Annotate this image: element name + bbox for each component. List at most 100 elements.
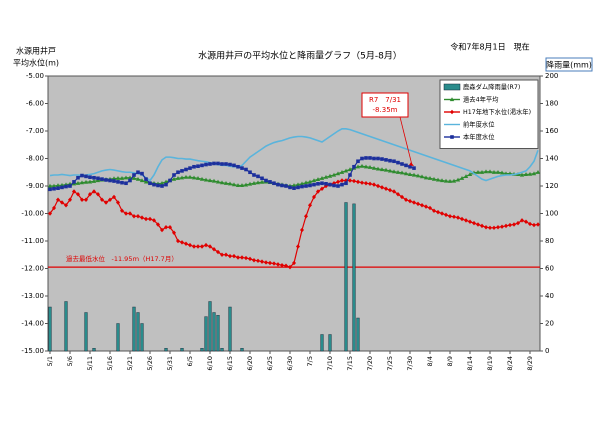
marker bbox=[499, 170, 505, 175]
marker bbox=[120, 208, 124, 213]
x-tick-label: 5/31 bbox=[166, 356, 174, 371]
marker bbox=[476, 222, 480, 227]
x-tick-label: 5/1 bbox=[46, 356, 54, 366]
marker bbox=[240, 255, 244, 260]
marker bbox=[56, 197, 60, 202]
y2-axis-title: 降雨量(mm) bbox=[546, 60, 592, 70]
x-tick-label: 6/30 bbox=[286, 356, 294, 371]
marker bbox=[535, 169, 541, 174]
marker bbox=[348, 178, 352, 183]
marker bbox=[264, 260, 268, 265]
marker bbox=[428, 205, 432, 211]
legend-label: 鹿森ダム降雨量(R7) bbox=[463, 82, 520, 91]
marker bbox=[363, 164, 369, 169]
x-tick-label: 8/4 bbox=[426, 356, 434, 366]
marker bbox=[516, 220, 520, 226]
marker bbox=[415, 173, 421, 178]
marker bbox=[104, 200, 108, 205]
marker bbox=[228, 162, 232, 167]
marker bbox=[404, 197, 408, 202]
legend-label: 本年度水位 bbox=[463, 132, 495, 141]
marker bbox=[160, 227, 164, 233]
marker bbox=[291, 183, 297, 188]
marker bbox=[436, 209, 440, 215]
y-tick-label: -15.00 bbox=[21, 347, 44, 355]
marker bbox=[324, 183, 328, 189]
marker bbox=[184, 167, 188, 172]
marker bbox=[451, 178, 457, 183]
marker bbox=[260, 259, 264, 264]
marker bbox=[200, 163, 204, 168]
marker bbox=[88, 175, 92, 179]
marker bbox=[379, 167, 385, 172]
marker bbox=[183, 174, 189, 179]
x-tick-label: 7/25 bbox=[386, 356, 394, 371]
y-tick-label: -11.00 bbox=[21, 237, 44, 245]
annotation-text: R7 7/31 bbox=[369, 96, 401, 104]
marker bbox=[191, 175, 197, 180]
marker bbox=[156, 222, 160, 227]
y2-tick-label: 160 bbox=[545, 127, 558, 135]
marker bbox=[307, 179, 313, 184]
marker bbox=[255, 180, 261, 185]
marker bbox=[212, 247, 216, 252]
marker bbox=[79, 180, 85, 185]
marker bbox=[95, 178, 101, 183]
y2-tick-label: 20 bbox=[545, 320, 554, 328]
marker bbox=[139, 178, 145, 183]
marker bbox=[312, 194, 316, 200]
legend-label: 前年度水位 bbox=[463, 120, 495, 129]
marker bbox=[292, 260, 296, 266]
y2-tick-label: 180 bbox=[545, 100, 558, 108]
marker bbox=[56, 186, 60, 190]
marker bbox=[308, 203, 312, 208]
y-tick-label: -6.00 bbox=[26, 100, 44, 108]
marker bbox=[55, 183, 61, 188]
bar bbox=[228, 306, 232, 352]
marker bbox=[376, 156, 380, 161]
marker bbox=[128, 178, 132, 183]
date-note: 令和7年8月1日 現在 bbox=[450, 42, 529, 52]
y-tick-label: -14.00 bbox=[21, 320, 44, 328]
bar bbox=[48, 306, 52, 352]
marker bbox=[444, 212, 448, 218]
marker bbox=[96, 176, 100, 181]
marker bbox=[408, 164, 412, 169]
x-tick-label: 6/20 bbox=[246, 356, 254, 371]
marker bbox=[119, 176, 125, 180]
legend-label: 過去4年平均 bbox=[463, 95, 499, 104]
marker bbox=[368, 156, 372, 160]
marker bbox=[311, 178, 317, 183]
marker bbox=[280, 183, 284, 188]
marker bbox=[308, 183, 312, 188]
marker bbox=[300, 227, 304, 233]
marker bbox=[248, 170, 252, 175]
marker bbox=[223, 180, 229, 185]
marker bbox=[431, 176, 437, 181]
marker bbox=[123, 175, 129, 180]
marker bbox=[524, 219, 528, 224]
marker bbox=[432, 208, 436, 213]
marker bbox=[176, 170, 180, 175]
marker bbox=[304, 214, 308, 219]
marker bbox=[463, 174, 469, 178]
marker bbox=[159, 180, 165, 185]
marker bbox=[100, 197, 104, 202]
marker bbox=[140, 215, 144, 220]
marker bbox=[296, 185, 300, 190]
marker bbox=[276, 182, 280, 187]
marker bbox=[412, 200, 416, 205]
marker bbox=[164, 225, 168, 230]
marker bbox=[140, 171, 144, 176]
marker bbox=[179, 175, 185, 180]
y2-tick-label: 0 bbox=[545, 347, 549, 355]
marker bbox=[144, 177, 148, 181]
annotation-box bbox=[361, 92, 409, 118]
marker bbox=[88, 192, 92, 197]
marker bbox=[519, 172, 525, 177]
marker bbox=[420, 203, 424, 208]
marker bbox=[236, 164, 240, 169]
marker bbox=[331, 172, 337, 177]
marker bbox=[171, 176, 177, 181]
marker bbox=[224, 252, 228, 257]
